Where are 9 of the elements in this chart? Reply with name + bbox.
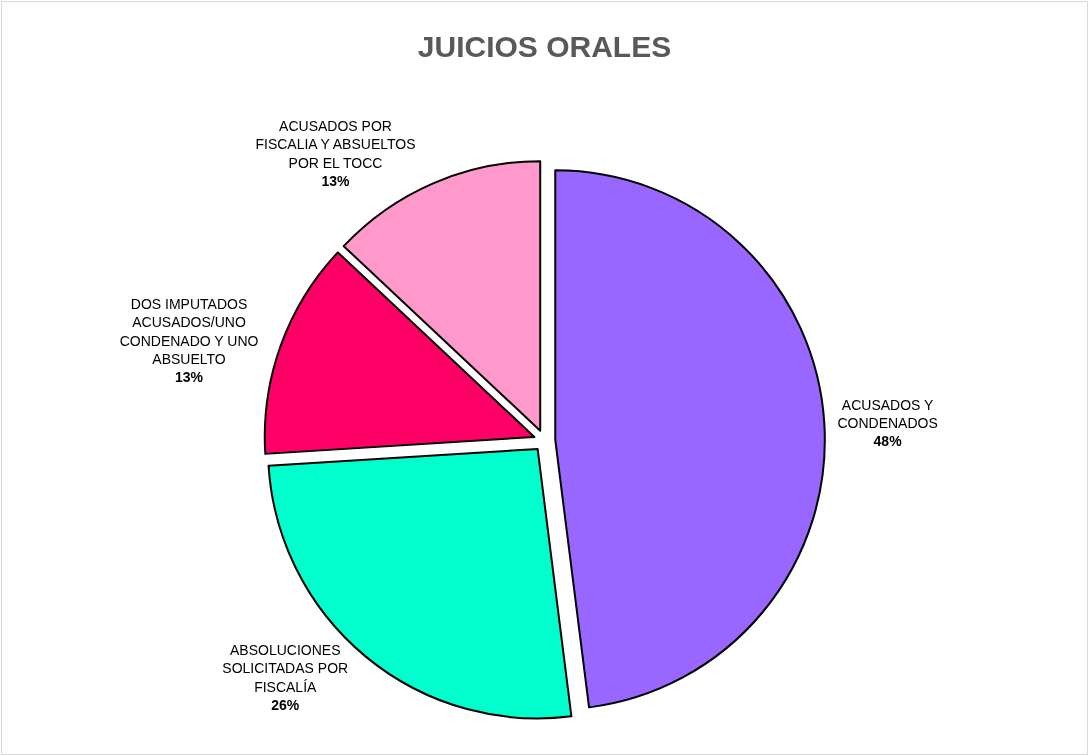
data-label: 48% [873,433,903,450]
data-label: 26% [271,696,300,713]
chart-title: JUICIOS ORALES [417,29,672,63]
slice-label: ACUSADOS POR FISCALIA Y ABSUELTOS POR EL TOCC [255,118,416,171]
slice-label: ABSOLUCIONES SOLICITADAS POR FISCALÍA [222,642,349,695]
slice-label: DOS IMPUTADOS ACUSADOS/UNO CONDENADO Y UNO ABSUELTO [119,296,259,367]
data-label: 13% [175,368,204,385]
slice-label: ACUSADOS Y CONDENADOS [837,396,938,431]
data-label: 13% [321,172,351,189]
